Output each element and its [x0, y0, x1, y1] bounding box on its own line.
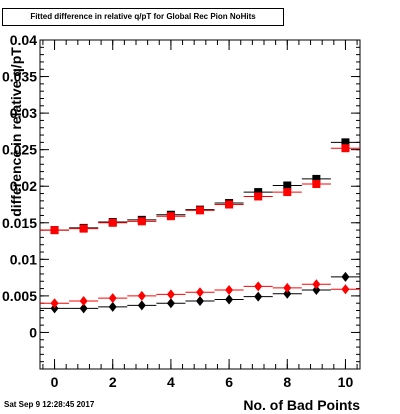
- y-tick-label: 0.01: [10, 251, 37, 267]
- x-tick-label: 2: [109, 374, 117, 390]
- y-tick-label: 0.035: [2, 69, 37, 85]
- chart-title-box: Fitted difference in relative q/pT for G…: [2, 8, 284, 26]
- data-point: [79, 296, 88, 307]
- data-point: [312, 285, 321, 296]
- series-red-square: [40, 144, 360, 235]
- y-tick-label: 0.025: [2, 142, 37, 158]
- data-point: [283, 288, 292, 299]
- data-point: [283, 188, 292, 197]
- data-point: [341, 138, 350, 147]
- data-point: [50, 303, 59, 314]
- x-tick-label: 8: [283, 374, 291, 390]
- chart-title: Fitted difference in relative q/pT for G…: [30, 12, 256, 21]
- data-point: [166, 289, 175, 300]
- data-point: [79, 224, 88, 233]
- data-point: [225, 200, 234, 209]
- data-point: [254, 291, 263, 302]
- data-point: [166, 298, 175, 309]
- data-point: [254, 192, 263, 201]
- y-tick-label: 0.04: [10, 32, 37, 48]
- data-point: [312, 180, 321, 189]
- data-point: [137, 217, 146, 226]
- data-point: [137, 290, 146, 301]
- data-point: [137, 300, 146, 311]
- series-black-square: [40, 138, 360, 235]
- y-axis-label: difference in relative q/pT: [8, 47, 24, 217]
- plot-frame: [39, 39, 361, 370]
- series-black-diamond: [40, 271, 360, 314]
- data-point: [254, 188, 263, 197]
- y-tick-label: 0.005: [2, 288, 37, 304]
- data-point: [50, 226, 59, 235]
- timestamp: Sat Sep 9 12:28:45 2017: [4, 400, 95, 409]
- data-point: [283, 282, 292, 293]
- series-red-diamond: [40, 279, 360, 309]
- data-point: [225, 294, 234, 305]
- x-tick-label: 6: [225, 374, 233, 390]
- data-point: [50, 298, 59, 309]
- y-tick-label: 0.015: [2, 215, 37, 231]
- data-point: [341, 271, 350, 282]
- data-point: [196, 287, 204, 298]
- data-point: [108, 301, 117, 312]
- data-point: [108, 293, 117, 304]
- data-point: [166, 212, 175, 221]
- data-point: [254, 281, 263, 292]
- x-tick-label: 4: [167, 374, 175, 390]
- data-point: [196, 206, 204, 215]
- x-axis-label: No. of Bad Points: [243, 397, 360, 413]
- y-tick-label: 0.02: [10, 178, 37, 194]
- data-point: [341, 144, 350, 153]
- data-point: [79, 303, 88, 314]
- y-tick-label: 0: [29, 324, 37, 340]
- data-point: [341, 284, 350, 295]
- data-point: [225, 285, 234, 296]
- data-point: [312, 174, 321, 183]
- data-point: [283, 181, 292, 190]
- data-point: [108, 218, 117, 227]
- x-tick-label: 10: [338, 374, 354, 390]
- data-point: [312, 279, 321, 290]
- x-tick-label: 0: [51, 374, 59, 390]
- data-point: [196, 296, 204, 307]
- y-tick-label: 0.03: [10, 105, 37, 121]
